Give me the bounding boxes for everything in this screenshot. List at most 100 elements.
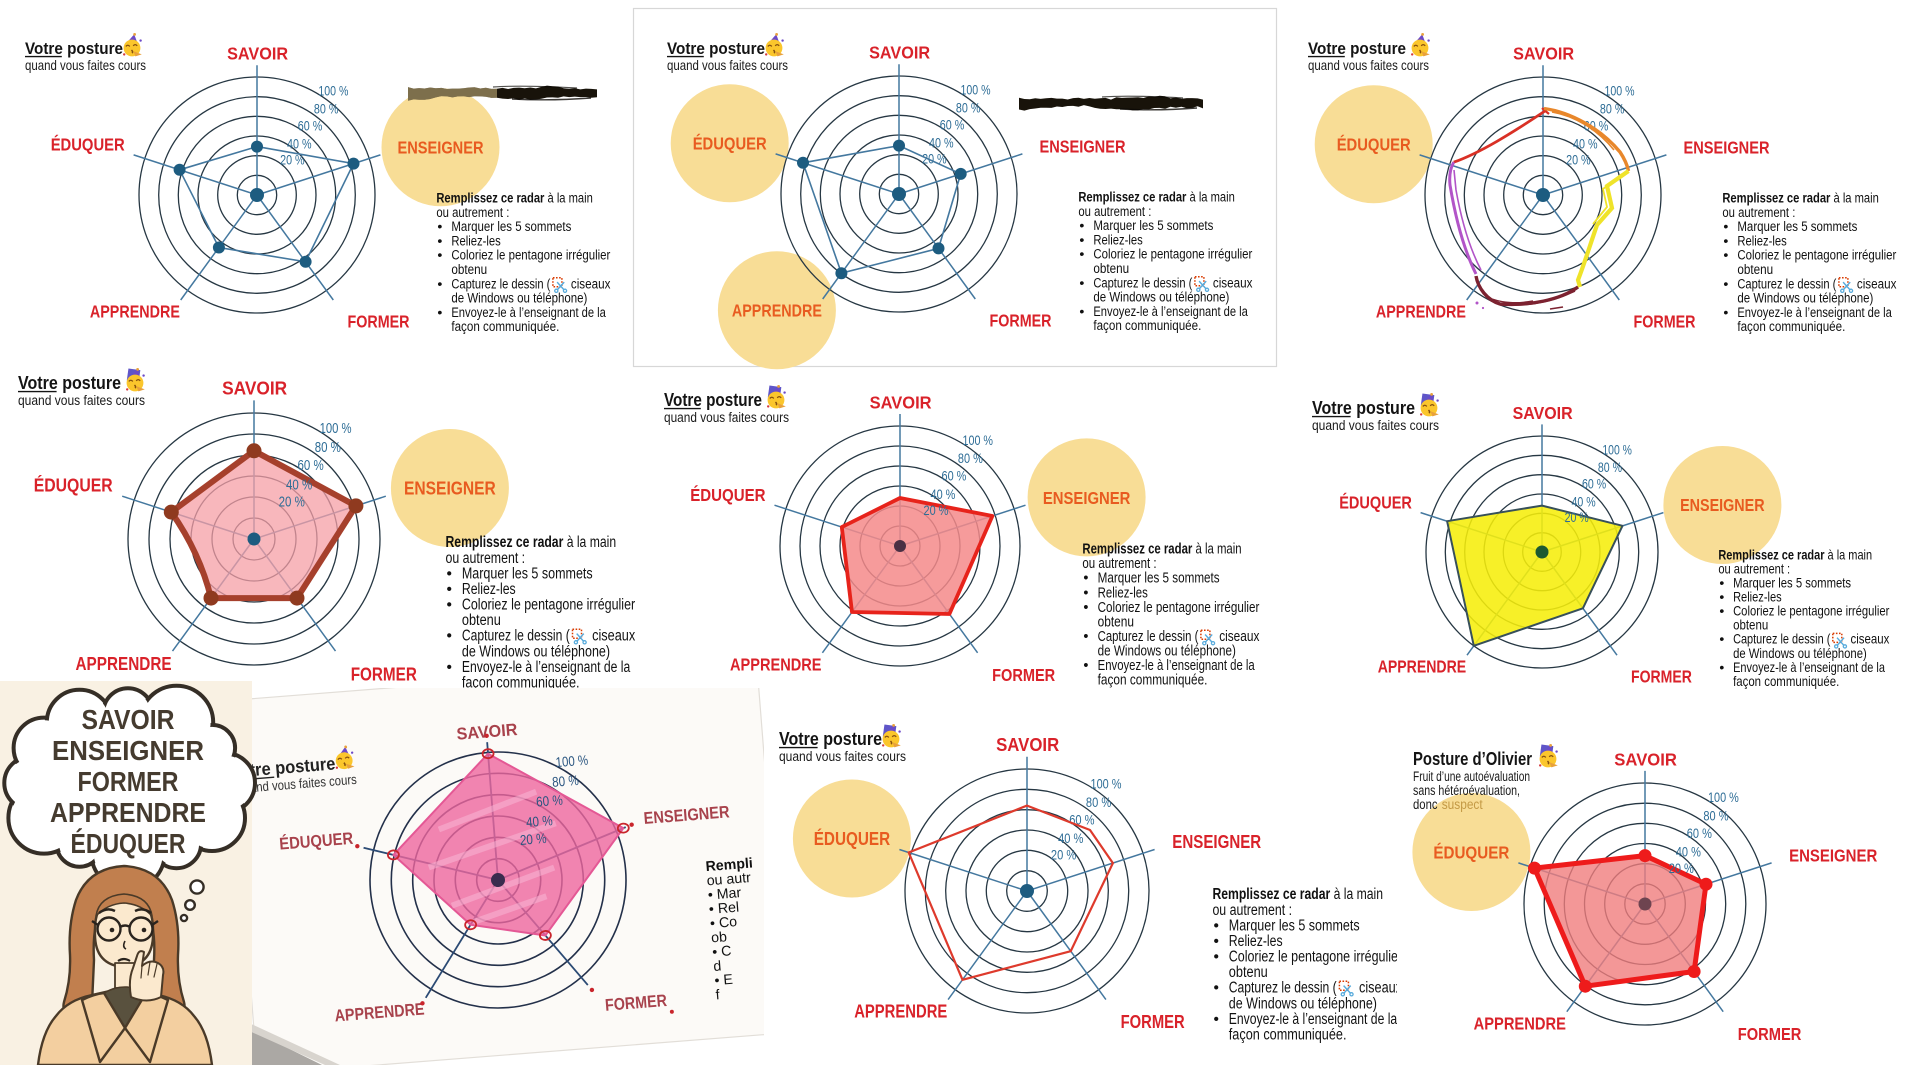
- svg-text:obtenu: obtenu: [451, 262, 487, 278]
- svg-text:ÉDUQUER: ÉDUQUER: [693, 133, 767, 154]
- svg-text:•: •: [1083, 600, 1088, 616]
- svg-text:•: •: [1079, 304, 1084, 320]
- svg-text:Envoyez-le à l’enseignant de l: Envoyez-le à l’enseignant de la: [1733, 659, 1885, 675]
- svg-text:Coloriez le pentagone irréguli: Coloriez le pentagone irrégulier: [1229, 949, 1402, 966]
- svg-text:Envoyez-le à l’enseignant de l: Envoyez-le à l’enseignant de la: [1093, 304, 1248, 320]
- svg-text:20 %: 20 %: [519, 830, 547, 848]
- svg-text:100 %: 100 %: [318, 84, 348, 99]
- svg-text:60 %: 60 %: [298, 119, 323, 134]
- svg-text:Coloriez le pentagone irréguli: Coloriez le pentagone irrégulier: [462, 597, 635, 614]
- svg-text:•: •: [1723, 248, 1728, 264]
- svg-text:•: •: [1083, 585, 1088, 601]
- svg-text:SAVOIR: SAVOIR: [1614, 749, 1677, 769]
- svg-text:SAVOIR: SAVOIR: [870, 392, 932, 412]
- svg-text:Envoyez-le à l’enseignant de l: Envoyez-le à l’enseignant de la: [1737, 305, 1892, 321]
- svg-text:ÉDUQUER: ÉDUQUER: [1339, 492, 1412, 512]
- svg-text:100 %: 100 %: [1708, 789, 1739, 805]
- svg-text:suspect: suspect: [1442, 797, 1483, 812]
- svg-text:ciseaux: ciseaux: [1219, 629, 1260, 645]
- svg-text:FORMER: FORMER: [1631, 666, 1692, 686]
- svg-text:•: •: [1719, 631, 1724, 647]
- svg-text:Capturez le dessin (: Capturez le dessin (: [1229, 980, 1338, 997]
- svg-text:ÉDUQUER: ÉDUQUER: [1433, 841, 1509, 862]
- svg-text:Marquer les 5 sommets: Marquer les 5 sommets: [1093, 218, 1213, 234]
- svg-text:•: •: [447, 597, 452, 614]
- svg-text:FORMER: FORMER: [990, 311, 1052, 331]
- svg-text:40 %: 40 %: [1573, 137, 1598, 152]
- svg-text:SAVOIR: SAVOIR: [82, 704, 175, 735]
- svg-text:60 %: 60 %: [942, 469, 967, 484]
- svg-text:façon communiquée.: façon communiquée.: [1098, 673, 1208, 689]
- svg-text:Votre posture: Votre posture: [25, 39, 123, 58]
- svg-text:100 %: 100 %: [555, 752, 589, 771]
- svg-text:FORMER: FORMER: [1121, 1012, 1185, 1032]
- svg-text:de Windows ou téléphone): de Windows ou téléphone): [462, 643, 610, 660]
- svg-text:FORMER: FORMER: [604, 991, 667, 1015]
- svg-text:Remplissez ce radar à la main: Remplissez ce radar à la main: [1722, 191, 1879, 207]
- svg-text:80 %: 80 %: [1086, 794, 1112, 810]
- svg-text:ou autrement :: ou autrement :: [1722, 205, 1795, 221]
- svg-text:quand vous faites cours: quand vous faites cours: [1312, 418, 1439, 434]
- svg-text:donc: donc: [1413, 797, 1438, 812]
- svg-text:ENSEIGNER: ENSEIGNER: [398, 138, 484, 158]
- svg-text:•: •: [1083, 658, 1088, 674]
- svg-text:100 %: 100 %: [961, 83, 991, 98]
- svg-text:ob: ob: [711, 929, 728, 946]
- svg-text:Reliez-les: Reliez-les: [1733, 589, 1782, 605]
- svg-text:Envoyez-le à l’enseignant de l: Envoyez-le à l’enseignant de la: [1229, 1011, 1398, 1028]
- svg-text:de Windows ou téléphone): de Windows ou téléphone): [1229, 995, 1377, 1012]
- svg-text:40 %: 40 %: [525, 812, 553, 830]
- svg-text:60 %: 60 %: [940, 118, 965, 133]
- svg-text:Reliez-les: Reliez-les: [1229, 933, 1283, 950]
- svg-text:•: •: [447, 628, 452, 645]
- svg-text:ÉDUQUER: ÉDUQUER: [1337, 134, 1411, 155]
- svg-text:APPRENDRE: APPRENDRE: [90, 302, 180, 322]
- svg-text:Votre posture: Votre posture: [779, 729, 882, 749]
- svg-text:•: •: [1079, 218, 1084, 234]
- svg-text:Votre posture: Votre posture: [664, 390, 762, 410]
- svg-text:quand vous faites cours: quand vous faites cours: [664, 410, 789, 426]
- svg-text:Reliez-les: Reliez-les: [1093, 232, 1142, 248]
- svg-text:•: •: [1079, 232, 1084, 248]
- svg-text:de Windows ou téléphone): de Windows ou téléphone): [1737, 291, 1873, 307]
- svg-text:40 %: 40 %: [286, 478, 312, 494]
- svg-text:Remplissez ce radar à la main: Remplissez ce radar à la main: [1082, 542, 1241, 558]
- svg-text:Capturez le dessin (: Capturez le dessin (: [1737, 276, 1836, 292]
- svg-text:façon communiquée.: façon communiquée.: [1733, 673, 1839, 689]
- svg-text:Reliez-les: Reliez-les: [1098, 585, 1148, 601]
- svg-text:APPRENDRE: APPRENDRE: [730, 655, 822, 675]
- svg-text:d: d: [713, 958, 722, 975]
- svg-text:ou autrement :: ou autrement :: [1212, 902, 1292, 919]
- svg-text:Reliez-les: Reliez-les: [462, 581, 516, 598]
- svg-text:Remplissez ce radar à la main: Remplissez ce radar à la main: [1718, 546, 1872, 562]
- svg-text:Votre posture: Votre posture: [1312, 398, 1415, 418]
- svg-text:façon communiquée.: façon communiquée.: [1737, 319, 1845, 335]
- svg-text:Remplissez ce radar à la main: Remplissez ce radar à la main: [436, 191, 593, 207]
- svg-text:20 %: 20 %: [924, 503, 949, 518]
- svg-text:Remplissez ce radar à la main: Remplissez ce radar à la main: [1078, 190, 1235, 206]
- svg-text:Votre posture: Votre posture: [1308, 39, 1406, 58]
- svg-text:quand vous faites cours: quand vous faites cours: [18, 393, 145, 409]
- svg-text:• C: • C: [712, 943, 732, 960]
- svg-text:Coloriez le pentagone irréguli: Coloriez le pentagone irrégulier: [1737, 248, 1896, 264]
- svg-text:ciseaux: ciseaux: [592, 628, 635, 645]
- svg-text:Capturez le dessin (: Capturez le dessin (: [1098, 629, 1199, 645]
- svg-text:Coloriez le pentagone irréguli: Coloriez le pentagone irrégulier: [451, 248, 610, 264]
- svg-text:de Windows ou téléphone): de Windows ou téléphone): [1733, 645, 1867, 661]
- svg-text:ou autrement :: ou autrement :: [1078, 204, 1151, 220]
- svg-text:ciseaux: ciseaux: [1857, 276, 1897, 292]
- svg-text:•: •: [1079, 247, 1084, 263]
- svg-text:Reliez-les: Reliez-les: [451, 233, 500, 249]
- svg-text:40 %: 40 %: [929, 136, 954, 151]
- svg-text:ENSEIGNER: ENSEIGNER: [52, 735, 204, 766]
- svg-text:sans hétéroévaluation,: sans hétéroévaluation,: [1413, 783, 1520, 798]
- svg-text:20 %: 20 %: [280, 153, 305, 168]
- svg-text:•: •: [1083, 629, 1088, 645]
- svg-text:Posture d’Olivier: Posture d’Olivier: [1413, 748, 1532, 769]
- svg-text:Reliez-les: Reliez-les: [1737, 233, 1786, 249]
- svg-text:APPRENDRE: APPRENDRE: [50, 797, 206, 828]
- svg-text:Marquer les 5 sommets: Marquer les 5 sommets: [1733, 575, 1851, 591]
- svg-text:40 %: 40 %: [1572, 495, 1596, 510]
- svg-text:ÉDUQUER: ÉDUQUER: [690, 484, 765, 505]
- svg-text:quand vous faites cours: quand vous faites cours: [667, 57, 788, 73]
